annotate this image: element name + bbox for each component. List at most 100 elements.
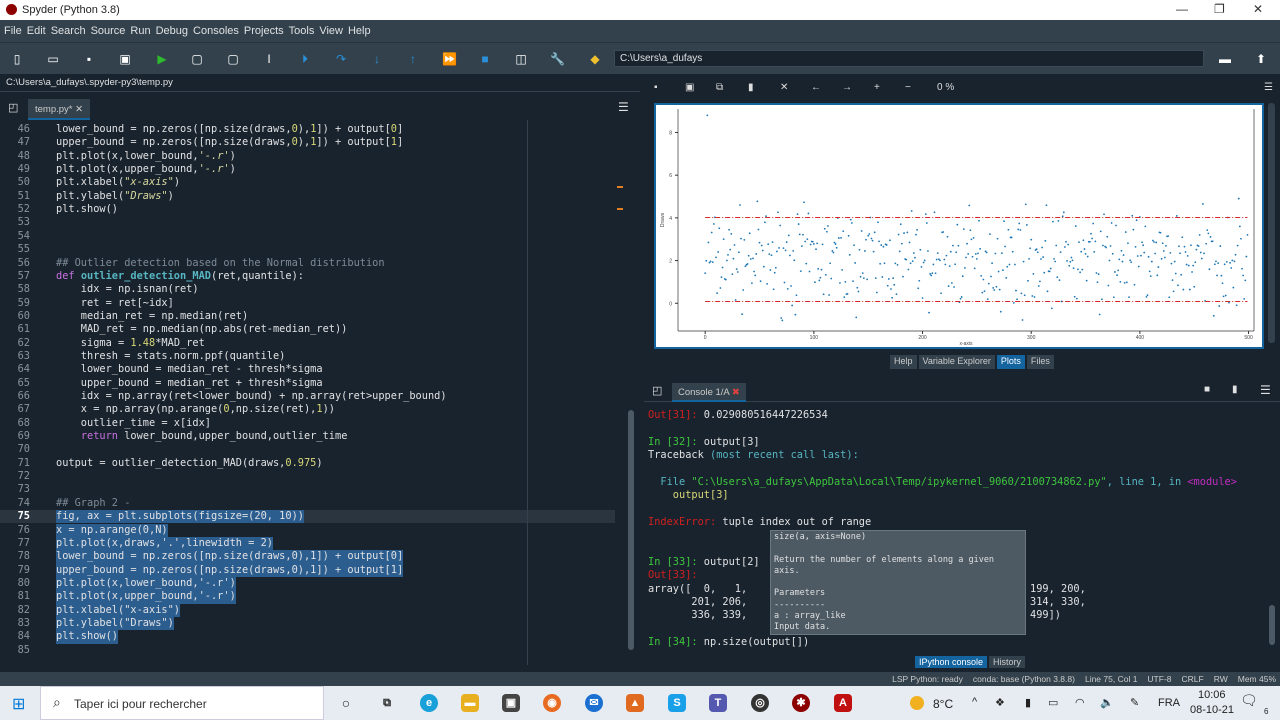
code-line[interactable]: 82 plt.xlabel("x-axis") [0, 603, 615, 617]
clear-console-icon[interactable]: ▮ [1232, 384, 1238, 395]
thunderbird-icon[interactable]: ✉ [585, 694, 603, 712]
temperature[interactable]: 8°C [933, 697, 954, 711]
tab-variable-explorer[interactable]: Variable Explorer [918, 355, 995, 369]
run-cell-advance-icon[interactable]: ▢ [227, 52, 239, 66]
tab-ipython-console[interactable]: IPython console [915, 656, 988, 668]
obs-icon[interactable]: ◎ [751, 694, 769, 712]
menu-run[interactable]: Run [130, 25, 151, 37]
ipython-console[interactable]: Out[31]: 0.029080516447226534 In [32]: ou… [644, 405, 1269, 655]
save-all-plots-icon[interactable]: ▣ [685, 82, 695, 93]
code-line[interactable]: 49 plt.plot(x,upper_bound,'-.r') [0, 163, 615, 176]
menu-debug[interactable]: Debug [155, 25, 189, 37]
notifications-icon[interactable]: 🗨 [1240, 692, 1258, 708]
code-line[interactable]: 75 fig, ax = plt.subplots(figsize=(20, 10… [0, 510, 615, 524]
code-line[interactable]: 64 lower_bound = median_ret - thresh*sig… [0, 363, 615, 376]
zoom-in-icon[interactable]: + [874, 82, 880, 93]
remove-plot-icon[interactable]: ▮ [748, 82, 754, 93]
matlab-icon[interactable]: ▲ [626, 694, 644, 712]
browse-folder-icon[interactable]: ▬ [1219, 52, 1231, 66]
stop-debug-icon[interactable]: ■ [481, 52, 489, 66]
preferences-wrench-icon[interactable]: 🔧 [550, 52, 565, 66]
code-line[interactable]: 78 lower_bound = np.zeros([np.size(draws,… [0, 550, 615, 564]
menu-file[interactable]: File [4, 25, 22, 37]
code-line[interactable]: 58 idx = np.isnan(ret) [0, 283, 615, 296]
spyder-taskbar-icon[interactable]: ✱ [792, 694, 810, 712]
menu-edit[interactable]: Edit [26, 25, 46, 37]
menu-search[interactable]: Search [50, 25, 86, 37]
save-all-icon[interactable]: ▣ [119, 52, 131, 66]
code-line[interactable]: 57 def outlier_detection_MAD(ret,quantile… [0, 270, 615, 283]
code-line[interactable]: 85 [0, 644, 615, 657]
console-scrollbar[interactable] [1268, 405, 1276, 650]
close-console-icon[interactable]: ✖ [731, 387, 740, 398]
run-icon[interactable]: ▶ [157, 52, 167, 66]
debug-icon[interactable]: ⏵ [301, 52, 308, 66]
code-line[interactable]: 53 [0, 216, 615, 229]
maximize-pane-icon[interactable]: ◫ [515, 52, 527, 66]
microphone-icon[interactable]: ▮ [1025, 697, 1032, 709]
python-path-icon[interactable]: ◆ [590, 52, 600, 66]
code-line[interactable]: 50 plt.xlabel("x-axis") [0, 176, 615, 189]
dropbox-icon[interactable]: ❖ [995, 697, 1005, 709]
menu-view[interactable]: View [319, 25, 343, 37]
code-line[interactable]: 56 ## Outlier detection based on the Norm… [0, 257, 615, 270]
code-line[interactable]: 66 idx = np.array(ret<lower_bound) + np.… [0, 390, 615, 403]
minimize-button[interactable]: — [1176, 2, 1188, 16]
maximize-button[interactable]: ❐ [1214, 2, 1225, 16]
scrollbar-thumb[interactable] [1269, 605, 1275, 645]
remove-all-plots-icon[interactable]: ✕ [780, 82, 789, 93]
wifi-icon[interactable]: ◠ [1075, 697, 1085, 709]
clock-date[interactable]: 08-10-21 [1190, 704, 1235, 716]
code-line[interactable]: 46 lower_bound = np.zeros([np.size(draws,… [0, 123, 615, 136]
close-window-button[interactable]: ✕ [1253, 2, 1264, 16]
code-line[interactable]: 67 x = np.array(np.arange(0,np.size(ret)… [0, 403, 615, 416]
code-line[interactable]: 47 upper_bound = np.zeros([np.size(draws,… [0, 136, 615, 149]
menu-projects[interactable]: Projects [243, 25, 284, 37]
battery-icon[interactable]: ▭ [1048, 697, 1059, 709]
save-plot-icon[interactable]: ▪ [654, 82, 658, 93]
code-line[interactable]: 70 [0, 443, 615, 456]
step-into-icon[interactable]: ↓ [374, 52, 380, 66]
code-line[interactable]: 83 plt.ylabel("Draws") [0, 616, 615, 631]
code-line[interactable]: 51 plt.ylabel("Draws") [0, 190, 615, 203]
cortana-icon[interactable]: ○ [341, 695, 351, 711]
code-line[interactable]: 79 upper_bound = np.zeros([np.size(draws,… [0, 563, 615, 577]
code-line[interactable]: 63 thresh = stats.norm.ppf(quantile) [0, 350, 615, 363]
code-line[interactable]: 71 output = outlier_detection_MAD(draws,0… [0, 457, 615, 470]
show-hidden-icons-icon[interactable]: ^ [972, 696, 978, 708]
open-file-icon[interactable]: ▭ [47, 52, 59, 66]
browse-tabs-icon[interactable]: ◰ [652, 385, 663, 397]
new-file-icon[interactable]: ▯ [13, 52, 21, 66]
skype-icon[interactable]: S [668, 694, 686, 712]
volume-icon[interactable]: 🔈 [1100, 697, 1114, 709]
code-line[interactable]: 60 median_ret = np.median(ret) [0, 310, 615, 323]
code-line[interactable]: 54 [0, 230, 615, 243]
continue-icon[interactable]: ⏩ [442, 52, 457, 66]
code-line[interactable]: 65 upper_bound = median_ret + thresh*sig… [0, 377, 615, 390]
language-indicator[interactable]: FRA [1158, 697, 1180, 709]
code-line[interactable]: 80 plt.plot(x,lower_bound,'-.r') [0, 576, 615, 591]
run-cell-icon[interactable]: ▢ [191, 52, 203, 66]
tab-files[interactable]: Files [1026, 355, 1054, 369]
working-directory-input[interactable]: C:\Users\a_dufays [614, 50, 1204, 67]
run-selection-icon[interactable]: I [267, 52, 271, 66]
teams-icon[interactable]: T [709, 694, 727, 712]
scrollbar-thumb[interactable] [628, 410, 634, 650]
step-out-icon[interactable]: ↑ [410, 52, 416, 66]
file-explorer-icon[interactable]: ▬ [461, 694, 479, 712]
code-line[interactable]: 81 plt.plot(x,upper_bound,'-.r') [0, 590, 615, 604]
code-line[interactable]: 48 plt.plot(x,lower_bound,'-.r') [0, 150, 615, 163]
windows-start-icon[interactable]: ⊞ [12, 696, 26, 713]
menu-help[interactable]: Help [347, 25, 371, 37]
tab-history[interactable]: History [989, 656, 1026, 668]
browse-tabs-icon[interactable]: ◰ [8, 102, 19, 114]
firefox-icon[interactable]: ◉ [543, 694, 561, 712]
copy-plot-icon[interactable]: ⧉ [716, 82, 724, 93]
tab-console-1a[interactable]: Console 1/A ✖ [672, 383, 746, 402]
code-line[interactable]: 68 outlier_time = x[idx] [0, 417, 615, 430]
menu-consoles[interactable]: Consoles [193, 25, 239, 37]
clock-time[interactable]: 10:06 [1198, 689, 1226, 701]
editor-scrollbar[interactable] [627, 120, 635, 660]
code-line[interactable]: 69 return lower_bound,upper_bound,outlie… [0, 430, 615, 443]
code-line[interactable]: 59 ret = ret[~idx] [0, 297, 615, 310]
